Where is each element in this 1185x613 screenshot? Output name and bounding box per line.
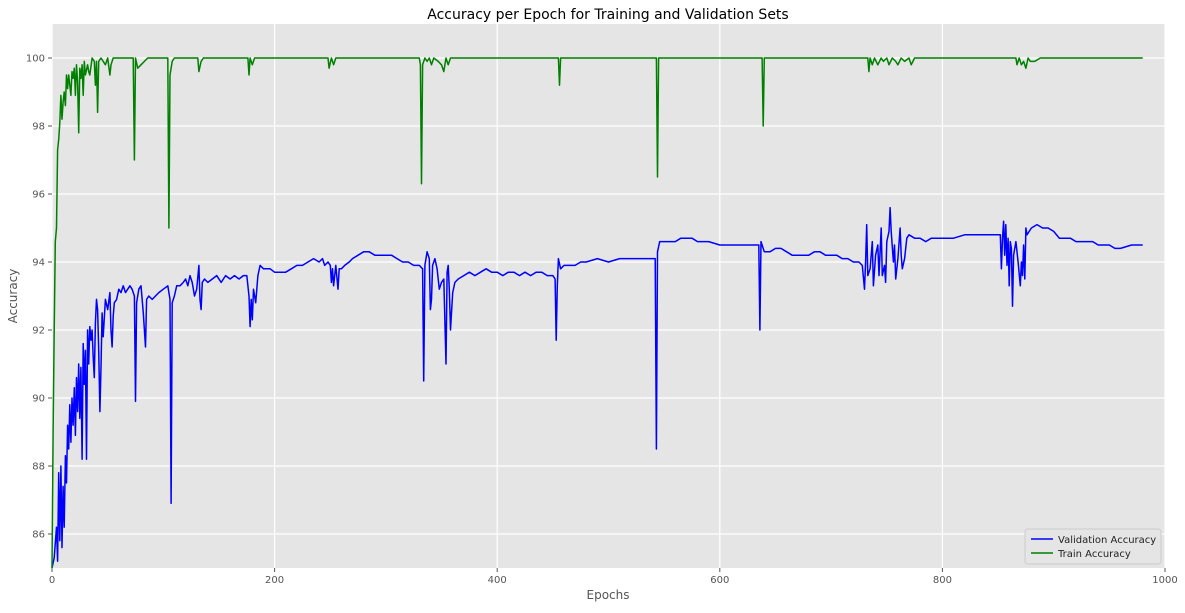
legend-box — [1024, 528, 1162, 565]
y-tick-label: 100 — [26, 54, 45, 65]
x-axis-label: Epochs — [587, 588, 630, 602]
train-accuracy-line — [51, 57, 1143, 569]
x-tick-label: 0 — [49, 575, 55, 586]
legend-label-train: Train Accuracy — [1057, 549, 1131, 560]
chart-title: Accuracy per Epoch for Training and Vali… — [427, 7, 788, 23]
validation-accuracy-line — [51, 206, 1143, 569]
legend: Validation Accuracy Train Accuracy — [1024, 528, 1162, 565]
x-tick-label: 600 — [710, 575, 729, 586]
series-lines — [51, 57, 1143, 569]
y-tick-label: 88 — [32, 462, 45, 473]
x-tick-label: 800 — [933, 575, 952, 586]
y-tick-label: 92 — [32, 326, 45, 337]
x-tick-label: 400 — [488, 575, 507, 586]
x-tick-label: 200 — [265, 575, 284, 586]
x-tick-label: 1000 — [1152, 575, 1177, 586]
y-tick-label: 90 — [32, 394, 45, 405]
y-tick-label: 86 — [32, 530, 45, 541]
y-tick-label: 98 — [32, 122, 45, 133]
y-tick-label: 96 — [32, 190, 45, 201]
legend-label-validation: Validation Accuracy — [1058, 535, 1156, 546]
y-axis-label: Accuracy — [6, 269, 20, 324]
plot-background — [52, 24, 1165, 568]
y-tick-label: 94 — [32, 258, 45, 269]
y-ticks: 86 88 90 92 94 96 98 100 — [26, 54, 52, 541]
x-ticks: 0 200 400 600 800 1000 — [49, 568, 1178, 586]
